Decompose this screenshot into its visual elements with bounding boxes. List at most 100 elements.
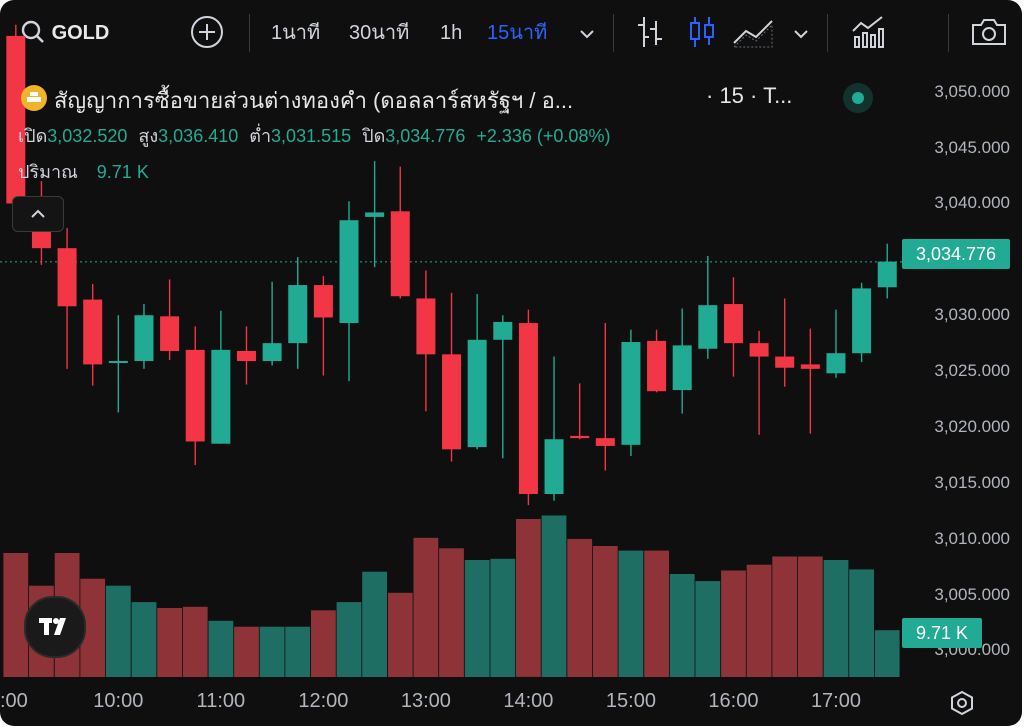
candle [698,256,718,359]
low-label: ต่ำ [249,126,272,146]
candle [339,201,359,382]
time-tick-label: 13:00 [400,690,451,712]
candle-body [185,349,205,442]
settings-icon[interactable] [949,690,975,716]
price-tick-label: 3,045.000 [934,137,1010,157]
candle [749,330,769,435]
close-value: 3,034.776 [385,126,466,146]
time-tick-label: 17:00 [810,690,861,712]
volume-bar [772,556,798,677]
candle [262,281,282,366]
candle [723,277,743,377]
candle [288,257,308,369]
indicators-button[interactable] [851,0,885,66]
candle-body [493,321,513,340]
candle [595,323,615,471]
interval-1h[interactable]: 1h [440,22,463,44]
symbol-search-button[interactable]: GOLD [20,0,109,66]
volume-bar [541,515,567,677]
candle [83,283,103,386]
open-value: 3,032.520 [47,126,128,146]
candle-body [211,349,231,444]
area-style-button[interactable] [732,0,776,66]
price-tick-label: 3,040.000 [934,193,1010,213]
tradingview-logo[interactable] [24,596,86,658]
volume-bar [721,570,746,677]
price-tick-label: 3,005.000 [934,584,1010,604]
volume-bar [234,626,259,677]
toolbar-divider [827,14,828,52]
symbol-description: สัญญาการซื้อขายส่วนต่างทองคำ (ดอลลาร์สหร… [54,88,574,113]
candle-body [6,35,26,204]
time-tick-label: 12:00 [298,690,349,712]
candles-icon [690,16,714,47]
interval-15min-active[interactable]: 15นาที [487,22,548,44]
volume-bars [3,515,900,677]
bar-style-button[interactable] [636,0,664,66]
candle-body [416,298,436,355]
volume-bar [618,550,644,677]
high-label: สูง [138,126,159,146]
time-tick-label: 11:00 [196,690,246,712]
volume-bar [567,538,593,677]
candle-body [672,345,692,391]
volume-bar [182,606,208,677]
candle-body [134,315,154,362]
interval-dropdown[interactable] [578,0,596,66]
chart-style-dropdown[interactable] [792,0,810,66]
area-chart-icon [732,20,773,48]
candle [57,228,77,369]
interval-30min[interactable]: 30นาที [349,22,410,44]
candles-style-button[interactable] [688,0,716,66]
candle-body [775,356,795,368]
screenshot-button[interactable] [970,0,1008,66]
candle-body [108,361,128,364]
last-volume-label: 9.71 K [902,618,982,648]
volume-bar [259,626,285,677]
price-tick-label: 3,010.000 [934,528,1010,548]
candle [390,166,410,299]
candle [800,328,820,434]
bar-chart-icon [638,16,662,47]
gold-symbol-icon [21,85,47,111]
candle-body [595,438,615,446]
price-tick-label: 3,025.000 [934,361,1010,381]
symbol-name: GOLD [51,22,110,44]
legend-interval: · 15 · T... [706,83,793,108]
compare-button[interactable] [190,0,224,66]
chevron-up-icon [31,209,45,218]
candle-body [339,220,359,324]
ohlc-values: เปิด3,032.520 สูง3,036.410 ต่ำ3,031.515 … [18,121,610,150]
candle-body [313,285,333,318]
candle [160,279,180,360]
time-tick-label: 10:00 [93,690,144,712]
change-value: +2.336 (+0.08%) [476,126,611,146]
candle [211,310,231,444]
candle-body [236,350,256,362]
last-price-label: 3,034.776 [902,239,1010,269]
volume-bar [105,585,131,677]
candle-body [365,212,385,217]
candle-body [852,288,872,354]
volume-bar [3,553,29,677]
price-tick-label: 3,050.000 [934,81,1010,101]
indicators-icon [852,15,884,48]
candle-body [647,340,667,392]
plus-circle-icon [191,15,223,48]
candle [416,270,436,412]
volume-bar [208,620,234,677]
collapse-legend-button[interactable] [12,196,64,232]
candle [134,304,154,369]
market-status-icon[interactable] [843,83,873,113]
candle-body [390,211,410,297]
interval-1min[interactable]: 1นาที [271,22,321,44]
candle-body [57,248,77,307]
candle-body [262,343,282,362]
candle [313,276,333,376]
volume-bar [464,560,490,677]
candle [442,292,462,462]
candle-body [621,342,641,445]
open-label: เปิด [18,126,48,146]
candle [518,309,538,506]
price-tick-label: 3,020.000 [934,416,1010,436]
